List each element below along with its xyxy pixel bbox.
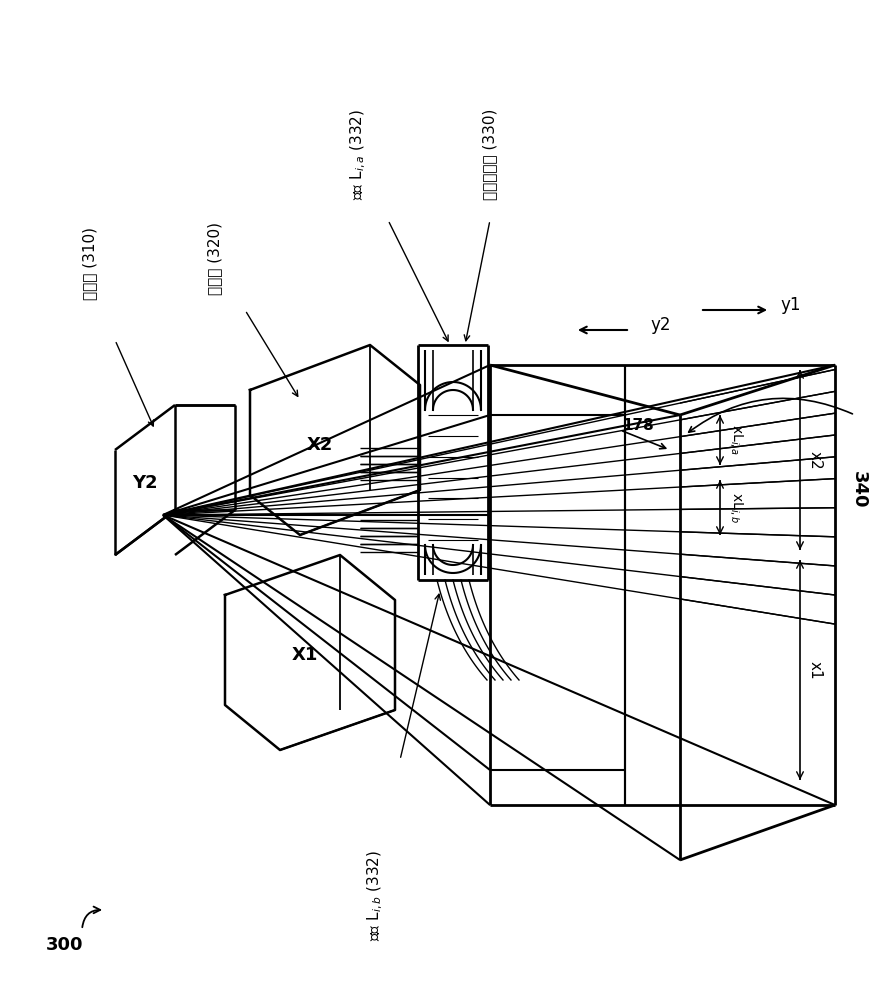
Text: 178: 178 [622, 418, 654, 432]
Text: Y2: Y2 [132, 474, 158, 492]
Text: 下钳口 (320): 下钳口 (320) [207, 222, 223, 295]
Text: 300: 300 [46, 936, 84, 954]
Text: 多叶准直器 (330): 多叶准直器 (330) [483, 109, 497, 200]
Text: X2: X2 [307, 436, 333, 454]
Text: xL$_{i,b}$: xL$_{i,b}$ [728, 492, 745, 523]
Text: X1: X1 [291, 646, 318, 664]
Text: 340: 340 [850, 471, 868, 509]
Text: 叶片 L$_{i,a}$ (332): 叶片 L$_{i,a}$ (332) [349, 109, 367, 200]
Text: x1: x1 [808, 661, 823, 679]
Text: 上钳口 (310): 上钳口 (310) [82, 227, 97, 300]
Text: y2: y2 [650, 316, 670, 334]
Text: x2: x2 [808, 451, 823, 469]
Text: xL$_{i,a}$: xL$_{i,a}$ [728, 424, 745, 456]
Text: y1: y1 [780, 296, 800, 314]
Text: 叶片 L$_{i,b}$ (332): 叶片 L$_{i,b}$ (332) [366, 850, 384, 941]
